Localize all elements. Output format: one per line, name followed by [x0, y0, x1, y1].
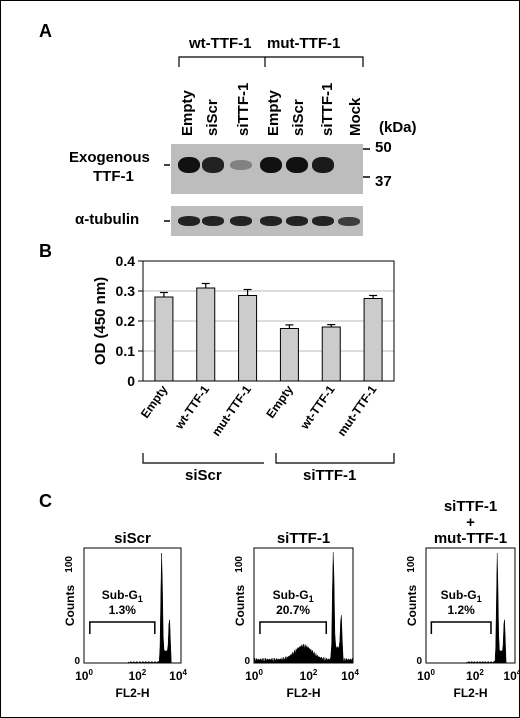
- y-tick-label: 0.3: [116, 283, 136, 299]
- tubulin-band: [286, 216, 308, 226]
- y-tick-label: 0.1: [116, 343, 136, 359]
- x-tick-label: 104: [169, 668, 187, 683]
- sub-g1-label: Sub-G1: [273, 588, 314, 604]
- x-tick-label: 102: [466, 668, 484, 683]
- counts-axis-label: Counts: [63, 585, 77, 627]
- tubulin-label: α-tubulin: [75, 211, 140, 228]
- exogenous-band: [178, 157, 200, 173]
- exogenous-band: [260, 157, 282, 173]
- fl2h-axis-label: FL2-H: [116, 686, 150, 700]
- exogenous-band: [202, 157, 224, 173]
- y-axis-label: OD (450 nm): [92, 277, 109, 365]
- sub-g1-gate: [430, 621, 492, 634]
- histogram-title: siScr: [114, 530, 151, 547]
- tubulin-band: [312, 216, 334, 226]
- y-min-tick: 0: [416, 656, 422, 667]
- exogenous-label-line2: TTF-1: [93, 168, 134, 185]
- exogenous-ttf1-blot: [171, 144, 363, 194]
- sub-g1-label: Sub-G1: [102, 588, 143, 604]
- y-max-tick: 100: [64, 556, 75, 573]
- plot-frame: [142, 260, 395, 382]
- panel-c-label: C: [39, 491, 52, 511]
- y-tick-label: 0.4: [116, 253, 136, 269]
- histogram-frame: [425, 547, 516, 664]
- tubulin-band: [338, 216, 360, 226]
- y-tick-label: 0.2: [116, 313, 136, 329]
- histogram-panel: Sub-G11.2%siTTF-1+mut-TTF-11000Counts100…: [405, 498, 519, 700]
- marker-50-label: 50: [375, 139, 392, 156]
- tubulin-band: [178, 216, 200, 226]
- tubulin-band: [202, 216, 224, 226]
- histogram-title: +: [466, 514, 475, 531]
- fl2h-axis-label: FL2-H: [454, 686, 488, 700]
- histogram-frame: [83, 547, 182, 664]
- histogram-title: mut-TTF-1: [434, 530, 507, 547]
- counts-axis-label: Counts: [405, 585, 419, 627]
- siscr-group-label: siScr: [185, 467, 222, 484]
- x-tick-label: 102: [300, 668, 318, 683]
- exogenous-band: [230, 159, 252, 171]
- od-bar-chart: 00.10.20.30.4OD (450 nm)Empty wt-TTF-1mut…: [92, 253, 395, 439]
- histogram-trace: [84, 552, 181, 664]
- sub-g1-percent: 1.3%: [109, 603, 137, 617]
- exogenous-band: [286, 157, 308, 173]
- y-max-tick: 100: [234, 556, 245, 573]
- x-tick-label: 104: [341, 668, 359, 683]
- x-tick-label: 100: [75, 668, 93, 683]
- exogenous-band: [312, 157, 334, 173]
- y-tick-label: 0: [127, 373, 135, 389]
- y-min-tick: 0: [244, 656, 250, 667]
- kda-label: (kDa): [379, 119, 417, 136]
- y-max-tick: 100: [406, 556, 417, 573]
- x-tick-label: 104: [503, 668, 519, 683]
- histogram-title: siTTF-1: [444, 498, 497, 515]
- sittf1-group-label: siTTF-1: [303, 467, 357, 484]
- sub-g1-gate: [259, 621, 328, 634]
- tubulin-band: [230, 216, 252, 226]
- panel-a-label: A: [39, 21, 52, 41]
- sub-g1-gate: [89, 621, 156, 634]
- tubulin-blot: [171, 206, 363, 236]
- counts-axis-label: Counts: [233, 585, 247, 627]
- group-wt-label: wt-TTF-1: [189, 35, 252, 52]
- sub-g1-percent: 1.2%: [447, 603, 475, 617]
- panel-b-label: B: [39, 241, 52, 261]
- x-tick-label: 100: [417, 668, 435, 683]
- tubulin-band: [260, 216, 282, 226]
- y-min-tick: 0: [74, 656, 80, 667]
- x-tick-label: 102: [128, 668, 146, 683]
- fl2h-axis-label: FL2-H: [287, 686, 321, 700]
- marker-37-label: 37: [375, 173, 392, 190]
- x-tick-label: 100: [245, 668, 263, 683]
- histogram-trace: [253, 552, 354, 664]
- histogram-title: siTTF-1: [277, 530, 330, 547]
- histogram-trace: [426, 552, 515, 664]
- sub-g1-percent: 20.7%: [276, 603, 310, 617]
- group-brackets: [178, 56, 364, 67]
- blot-ticks: [164, 148, 370, 222]
- panel-b-group-brackets: [142, 453, 395, 464]
- sub-g1-label: Sub-G1: [441, 588, 482, 604]
- histogram-frame: [253, 547, 354, 664]
- exogenous-label-line1: Exogenous: [69, 149, 150, 166]
- group-mut-label: mut-TTF-1: [267, 35, 341, 52]
